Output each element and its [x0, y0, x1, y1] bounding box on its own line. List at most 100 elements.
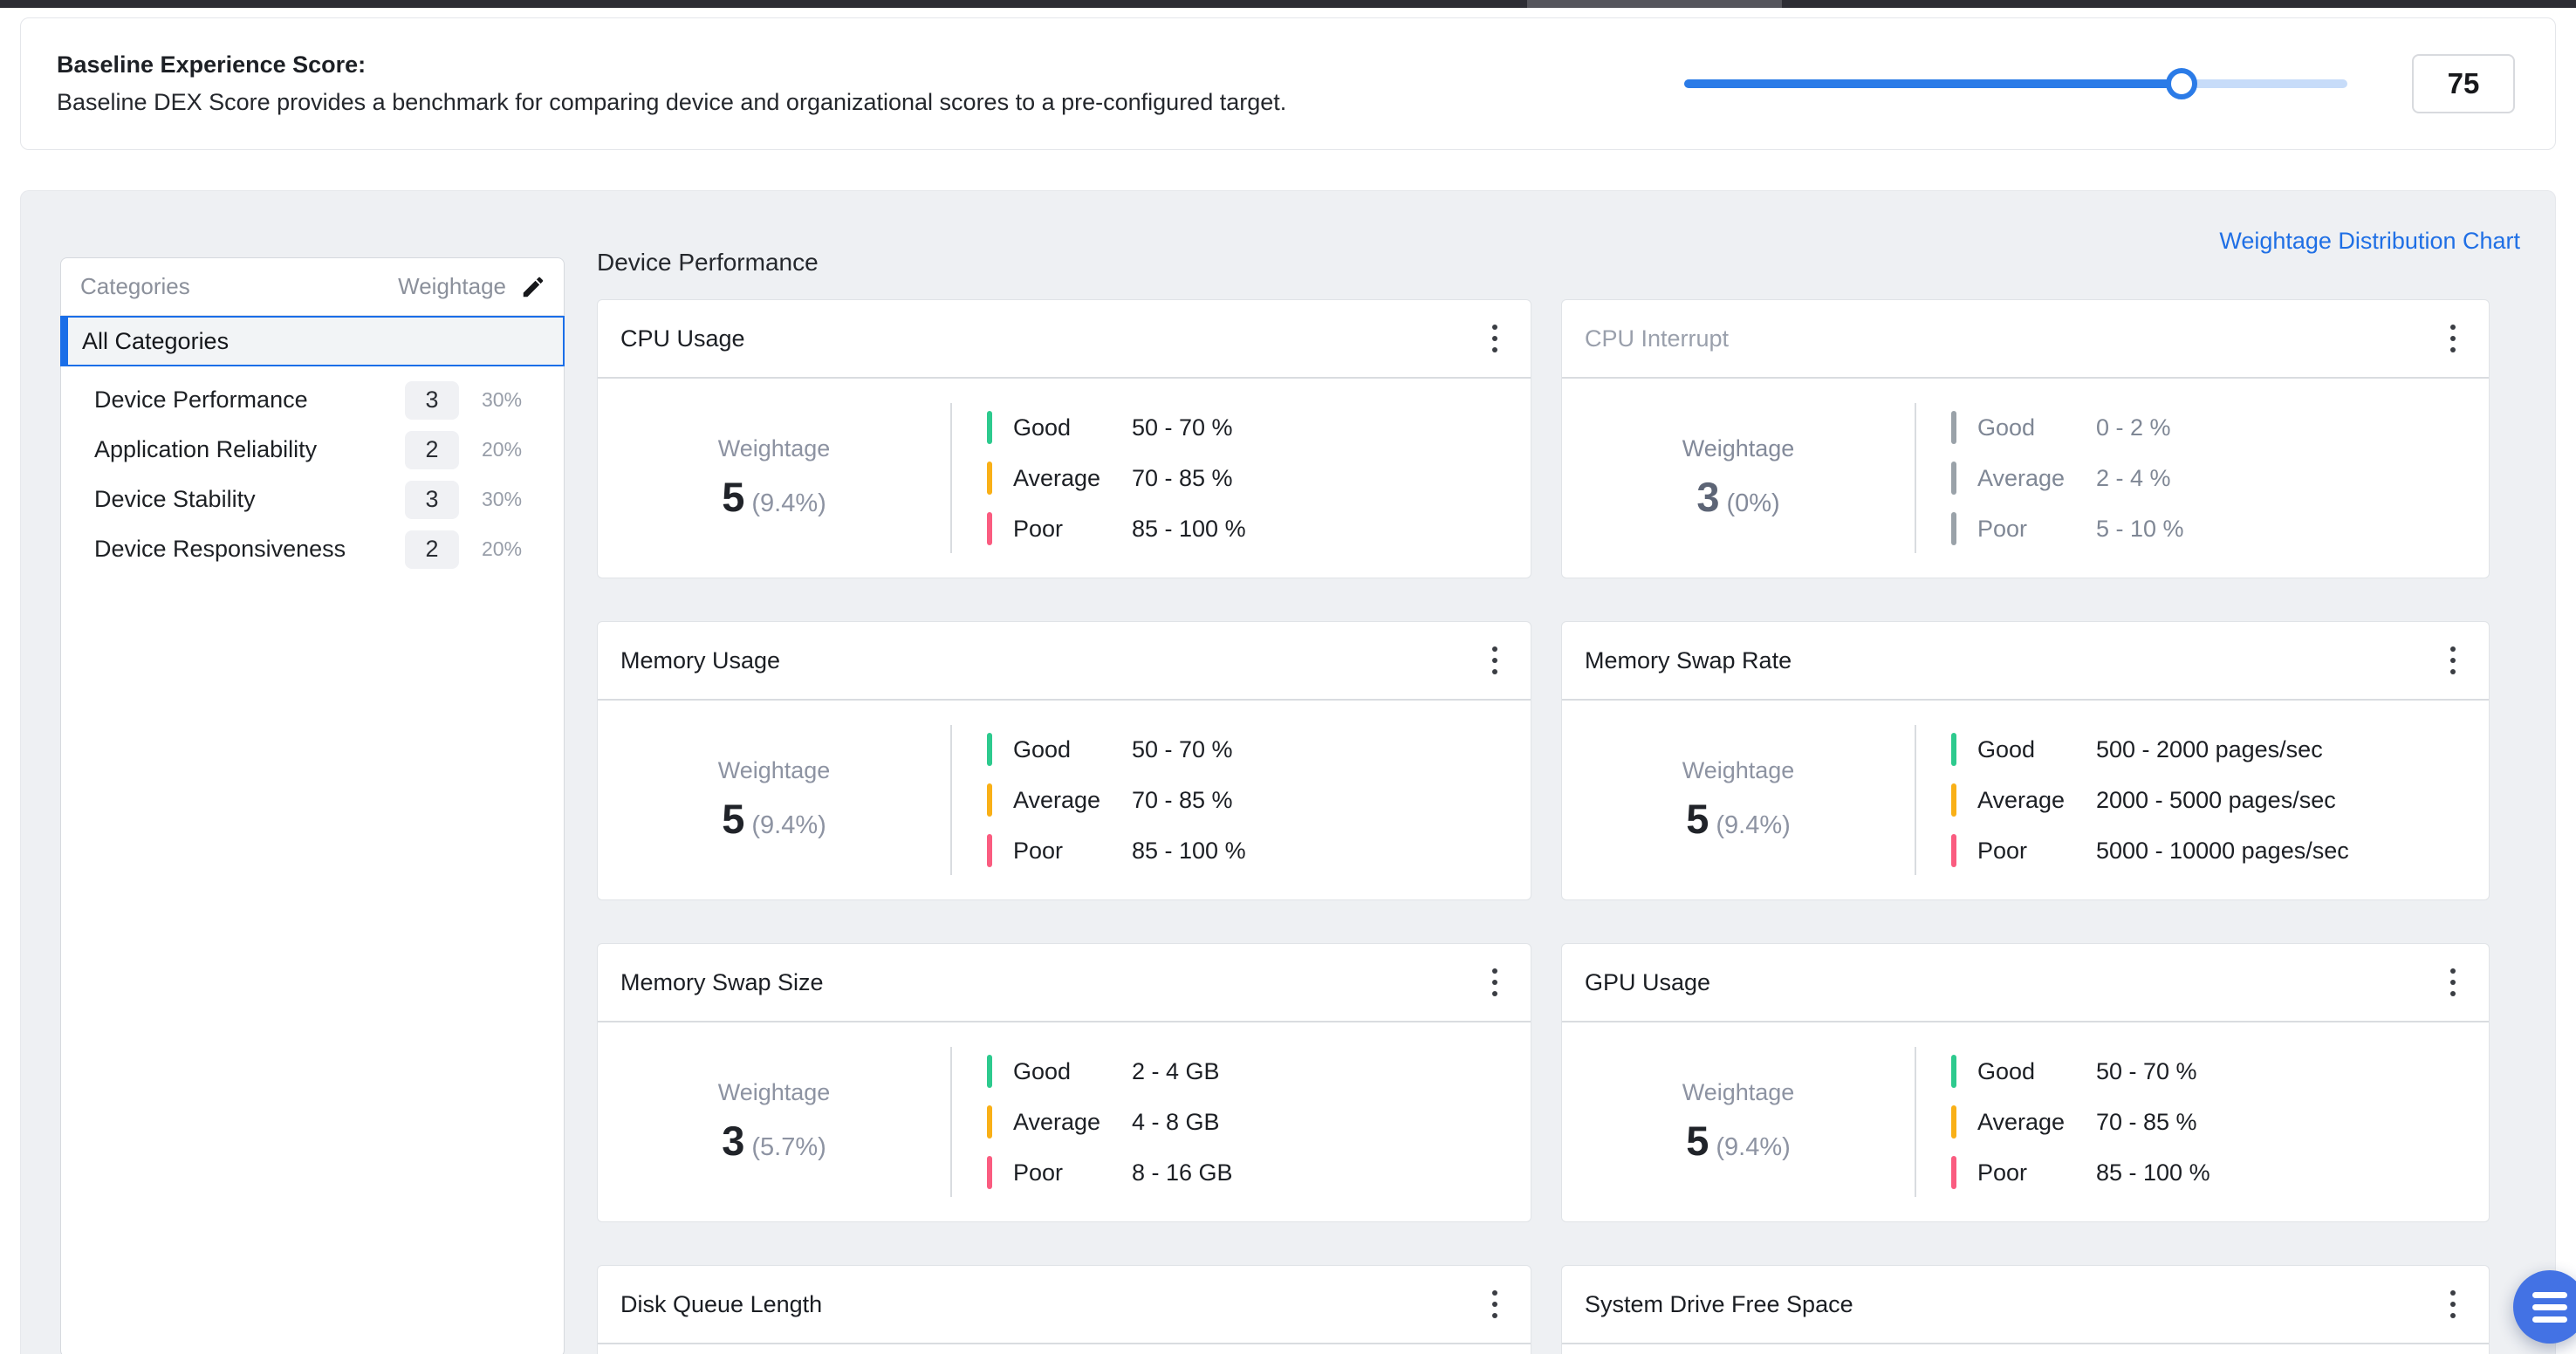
sidebar-item-label: Application Reliability [94, 436, 318, 462]
slider-thumb[interactable] [2166, 68, 2197, 99]
sidebar-item-weightage[interactable]: 3 [405, 380, 459, 420]
baseline-score-slider[interactable] [1684, 68, 2347, 99]
weightage-label: Weightage [717, 435, 831, 462]
threshold-color-bar [987, 512, 992, 545]
kebab-menu-icon[interactable] [2443, 318, 2463, 359]
metric-card-body: Weightage 3 (5.7%) Good 2 - 4 GB Average … [598, 1022, 1531, 1221]
floating-menu-button[interactable] [2513, 1270, 2576, 1344]
threshold-color-bar [987, 733, 992, 766]
sidebar-item-all-categories[interactable]: All Categories [60, 316, 565, 366]
threshold-range: 85 - 100 % [2096, 1159, 2210, 1186]
kebab-menu-icon[interactable] [2443, 639, 2463, 681]
metric-card-body: Weightage 5 (9.4%) Good 50 - 70 % Average… [598, 701, 1531, 899]
kebab-menu-icon[interactable] [2443, 961, 2463, 1003]
threshold-row: Average 70 - 85 % [987, 783, 1246, 817]
sidebar-item[interactable]: Device Responsiveness 2 20% [61, 524, 564, 574]
threshold-row: Good 0 - 2 % [1951, 411, 2184, 444]
vertical-divider [1915, 403, 1916, 553]
threshold-legend: Good 50 - 70 % Average 70 - 85 % Poor 85… [1951, 1055, 2210, 1189]
weightage-number: 5 [1686, 1118, 1709, 1164]
threshold-color-bar [1951, 783, 1956, 817]
weightage-number: 5 [1686, 796, 1709, 842]
kebab-menu-icon[interactable] [1485, 318, 1504, 359]
metric-card-title: CPU Usage [620, 325, 745, 352]
weightage-number: 3 [1696, 474, 1720, 520]
weightage-block: Weightage 3 (0%) [1562, 435, 1915, 521]
metric-card-title: System Drive Free Space [1585, 1290, 1853, 1317]
threshold-row: Good 50 - 70 % [987, 411, 1246, 444]
threshold-color-bar [1951, 411, 1956, 444]
metric-card-body: Weightage 5 (9.4%) Good 500 - 2000 pages/… [1562, 701, 2489, 899]
threshold-level: Good [1013, 414, 1072, 441]
vertical-divider [950, 403, 952, 553]
threshold-color-bar [1951, 1055, 1956, 1088]
threshold-row: Good 2 - 4 GB [987, 1055, 1233, 1088]
threshold-color-bar [987, 462, 992, 495]
baseline-score-description: Baseline DEX Score provides a benchmark … [57, 89, 1287, 115]
metric-card-body [598, 1344, 1531, 1354]
metric-card-title: GPU Usage [1585, 968, 1711, 995]
threshold-range: 70 - 85 % [1132, 786, 1233, 813]
horizontal-scrollbar-thumb[interactable] [1527, 0, 1782, 8]
sidebar-item-percent: 20% [482, 537, 523, 560]
baseline-score-text: Baseline Experience Score: Baseline DEX … [57, 51, 1286, 116]
kebab-menu-icon[interactable] [1485, 961, 1504, 1003]
categories-column-label: Categories [80, 273, 190, 299]
threshold-range: 2 - 4 % [2096, 464, 2171, 491]
threshold-color-bar [987, 1055, 992, 1088]
metric-card-title: Disk Queue Length [620, 1290, 823, 1317]
sidebar-item-percent: 30% [482, 388, 523, 411]
threshold-row: Average 2 - 4 % [1951, 462, 2184, 495]
sidebar-item[interactable]: Application Reliability 2 20% [61, 425, 564, 475]
weightage-block: Weightage 5 (9.4%) [598, 757, 950, 843]
metric-card-header: System Drive Free Space [1562, 1266, 2489, 1344]
threshold-color-bar [987, 411, 992, 444]
weightage-percent: (9.4%) [1716, 811, 1791, 839]
weightage-distribution-chart-link[interactable]: Weightage Distribution Chart [2219, 228, 2520, 254]
threshold-level: Good [1977, 735, 2036, 762]
metric-card-title: Memory Swap Rate [1585, 646, 1792, 674]
metric-card-header: Memory Usage [598, 622, 1531, 701]
threshold-level: Poor [1013, 515, 1064, 542]
threshold-row: Poor 85 - 100 % [1951, 1156, 2210, 1189]
threshold-level: Average [1013, 1108, 1101, 1135]
weightage-value: 5 (9.4%) [1562, 795, 1915, 843]
threshold-level: Poor [1977, 837, 2028, 864]
threshold-color-bar [1951, 733, 1956, 766]
weightage-value: 5 (9.4%) [1562, 1117, 1915, 1165]
kebab-menu-icon[interactable] [1485, 639, 1504, 681]
slider-fill [1684, 79, 2182, 88]
threshold-range: 5000 - 10000 pages/sec [2096, 837, 2349, 864]
weightage-column-label: Weightage [398, 273, 506, 299]
metric-card-header: Disk Queue Length [598, 1266, 1531, 1344]
threshold-row: Average 70 - 85 % [1951, 1105, 2210, 1139]
sidebar-item-label: Device Responsiveness [94, 536, 346, 562]
metric-card: Memory Swap Size Weightage 3 (5.7%) Good … [597, 943, 1531, 1222]
vertical-divider [1915, 1047, 1916, 1197]
section-title: Device Performance [597, 249, 819, 276]
weightage-value: 5 (9.4%) [598, 795, 950, 843]
kebab-menu-icon[interactable] [1485, 1283, 1504, 1325]
sidebar-item-weightage[interactable]: 3 [405, 480, 459, 519]
weightage-percent: (0%) [1726, 489, 1780, 517]
sidebar-item[interactable]: Device Stability 3 30% [61, 475, 564, 524]
metric-card-header: GPU Usage [1562, 944, 2489, 1022]
metric-card-header: CPU Usage [598, 300, 1531, 379]
edit-pencil-icon[interactable] [520, 274, 546, 300]
sidebar-item-weightage[interactable]: 2 [405, 530, 459, 569]
threshold-row: Good 500 - 2000 pages/sec [1951, 733, 2349, 766]
metric-card-body: Weightage 3 (0%) Good 0 - 2 % Average 2 -… [1562, 379, 2489, 578]
kebab-menu-icon[interactable] [2443, 1283, 2463, 1325]
threshold-range: 50 - 70 % [1132, 735, 1233, 762]
threshold-range: 70 - 85 % [2096, 1108, 2197, 1135]
threshold-color-bar [1951, 462, 1956, 495]
metric-card-body: Weightage 5 (9.4%) Good 50 - 70 % Average… [598, 379, 1531, 578]
threshold-range: 85 - 100 % [1132, 515, 1246, 542]
sidebar-item-weightage[interactable]: 2 [405, 430, 459, 469]
weightage-number: 5 [722, 796, 745, 842]
threshold-color-bar [987, 1156, 992, 1189]
baseline-score-value[interactable]: 75 [2412, 54, 2515, 113]
metric-card: CPU Interrupt Weightage 3 (0%) Good 0 - 2… [1561, 299, 2490, 578]
sidebar-item[interactable]: Device Performance 3 30% [61, 375, 564, 425]
weightage-block: Weightage 5 (9.4%) [598, 435, 950, 521]
